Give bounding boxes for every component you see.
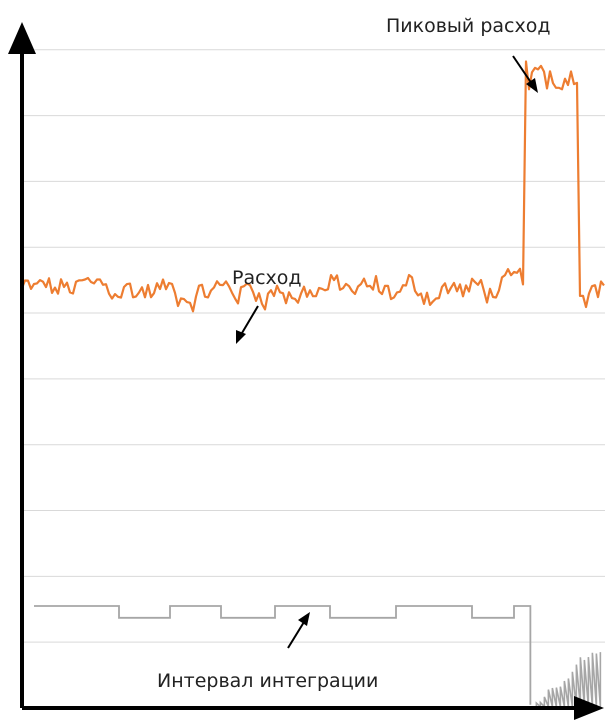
interval-pointer — [287, 621, 305, 649]
peak-pointer — [512, 55, 533, 85]
x-axis-arrow-icon — [574, 696, 604, 720]
peak-pointer-arrow-icon — [526, 78, 538, 93]
series-flow-line — [20, 60, 605, 313]
y-axis-arrow-icon — [8, 22, 36, 54]
flow-label-background — [205, 252, 360, 290]
flow-annotation: Расход — [232, 267, 302, 289]
interval-pointer-arrow-icon — [298, 612, 310, 626]
peak-annotation: Пиковый расход — [386, 15, 550, 37]
flow-pointer-arrow-icon — [236, 330, 246, 344]
interval-annotation: Интервал интеграции — [157, 670, 378, 692]
series-interval-tail — [535, 652, 602, 709]
series-interval-line — [34, 605, 532, 705]
flow-pointer — [241, 305, 259, 334]
interval-label-background — [150, 664, 422, 690]
grid-lines — [22, 49, 605, 643]
